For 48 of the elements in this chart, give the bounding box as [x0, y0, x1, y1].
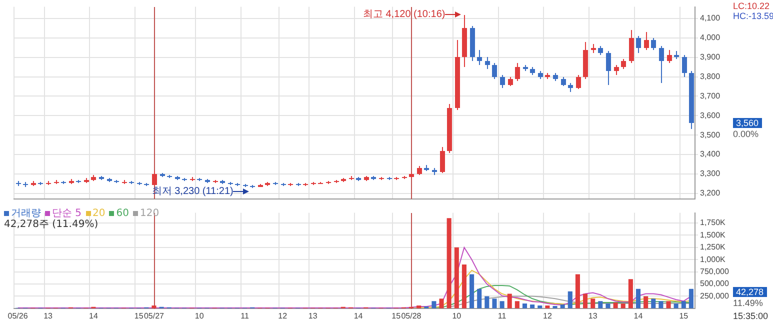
- x-tick-label: 15: [134, 311, 144, 320]
- y-tick-label: 3,600: [700, 110, 721, 120]
- x-tick-label: 11: [498, 311, 507, 320]
- y-tick-label: 3,500: [700, 130, 721, 140]
- legend-label: 20: [92, 208, 106, 219]
- annotation: 42,278주 (11.49%): [4, 219, 100, 230]
- x-tick-label: 13: [308, 311, 318, 320]
- y-tick-label: 3,200: [700, 188, 721, 198]
- legend-label: 거래량: [11, 208, 41, 219]
- x-tick-label: 13: [588, 311, 598, 320]
- x-tick-label: 14: [354, 311, 364, 320]
- legend-label: 단순 5: [52, 208, 82, 219]
- y-tick-label: 4,000: [700, 33, 721, 42]
- y-tick-label: 3,400: [700, 150, 721, 159]
- x-tick-label: 15: [679, 311, 689, 320]
- text: 0.00%: [733, 129, 759, 140]
- y-tick-label: 750,000: [700, 267, 730, 276]
- x-tick-label: 10: [194, 311, 204, 320]
- y-tick-label: 250,000: [700, 291, 730, 300]
- text: 42,278: [733, 287, 767, 298]
- text: 11.49%: [733, 298, 763, 308]
- y-tick-label: 4,100: [700, 14, 721, 23]
- y-tick-label: 3,900: [700, 52, 721, 62]
- annotation: 최고 4,120 (10:16): [362, 8, 446, 20]
- y-tick-label: 1,250K: [700, 242, 726, 252]
- text: 15:35:00: [733, 311, 768, 322]
- y-tick-label: 3,800: [700, 72, 721, 81]
- y-tick-label: 1,000K: [700, 254, 726, 264]
- legend-label: 60: [116, 208, 130, 219]
- y-tick-label: 1,500K: [700, 230, 726, 240]
- legend-label: 120: [140, 208, 160, 219]
- text: 3,560: [733, 118, 762, 128]
- x-tick-label: 11: [240, 311, 250, 320]
- y-tick-label: 500,000: [700, 279, 730, 288]
- x-tick-label: 10: [452, 311, 462, 320]
- y-tick-label: 3,300: [700, 169, 721, 178]
- text: LC:10.22: [733, 1, 770, 11]
- y-tick-label: 3,700: [700, 91, 721, 100]
- x-tick-label: 05/28: [401, 311, 422, 320]
- x-tick-label: 14: [634, 311, 644, 320]
- x-tick-label: 05/26: [8, 311, 28, 320]
- x-tick-label: 12: [278, 311, 288, 320]
- x-tick-label: 15: [392, 311, 402, 320]
- x-tick-label: 13: [44, 311, 54, 320]
- y-tick-label: 1,750K: [700, 218, 726, 228]
- x-tick-label: 14: [88, 311, 98, 320]
- x-tick-label: 12: [542, 311, 552, 320]
- x-tick-label: 05/27: [144, 311, 165, 320]
